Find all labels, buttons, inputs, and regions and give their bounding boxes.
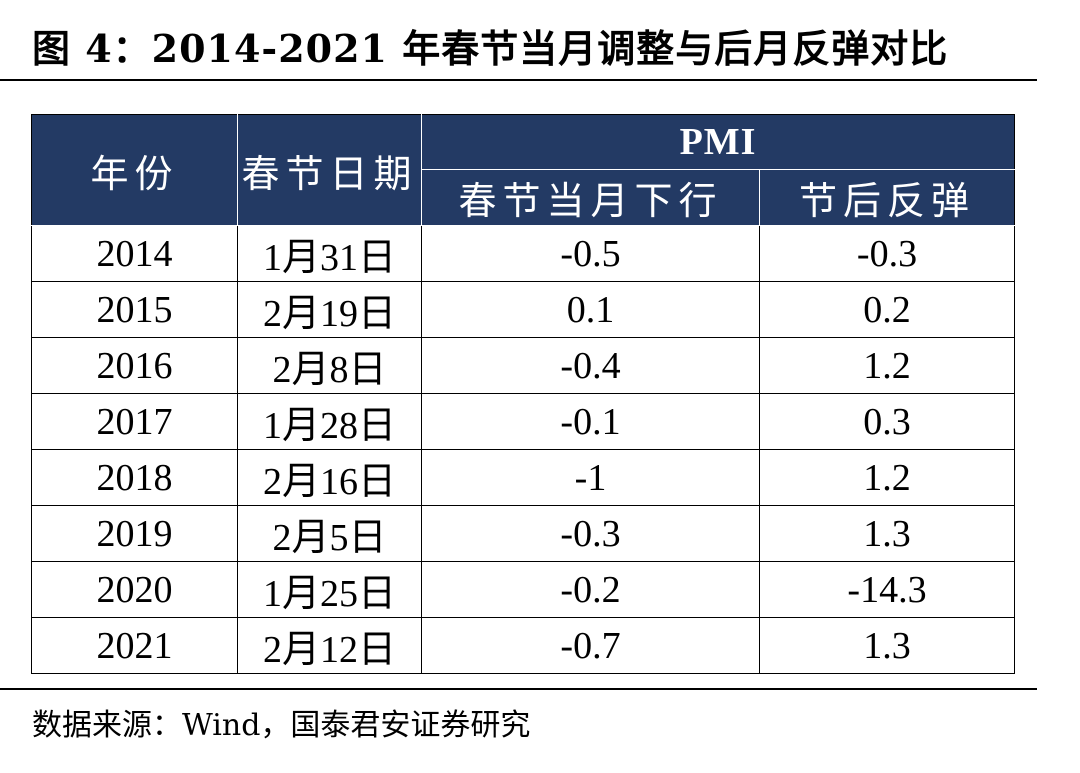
table-body: 2014 1月31日 -0.5 -0.3 2015 2月19日 0.1 0.2 2016 2月8日…	[31, 225, 1015, 674]
cell-decline: -0.7	[421, 617, 760, 674]
table-row: 2020 1月25日 -0.2 -14.3	[31, 561, 1015, 618]
cell-decline: -1	[421, 449, 760, 506]
source-note: 数据来源：Wind，国泰君安证券研究	[32, 708, 531, 743]
figure-title: 图 4：2014-2021 年春节当月调整与后月反弹对比	[32, 26, 949, 71]
cell-decline: -0.3	[421, 505, 760, 562]
cell-rebound: -14.3	[759, 561, 1015, 618]
cell-date: 1月31日	[237, 225, 422, 282]
table-row: 2015 2月19日 0.1 0.2	[31, 281, 1015, 338]
cell-year: 2021	[31, 617, 238, 674]
cell-year: 2014	[31, 225, 238, 282]
header-rebound: 节后反弹	[759, 169, 1015, 226]
table-row: 2021 2月12日 -0.7 1.3	[31, 617, 1015, 674]
cell-year: 2019	[31, 505, 238, 562]
cell-date: 2月5日	[237, 505, 422, 562]
cell-rebound: 0.2	[759, 281, 1015, 338]
cell-date: 2月8日	[237, 337, 422, 394]
cell-date: 2月16日	[237, 449, 422, 506]
cell-rebound: -0.3	[759, 225, 1015, 282]
pmi-table: 年份 春节日期 PMI 春节当月下行 节后反弹 2014 1月31日 -0.5 -0.…	[31, 114, 1015, 674]
header-pmi: PMI	[421, 114, 1015, 170]
table-row: 2016 2月8日 -0.4 1.2	[31, 337, 1015, 394]
cell-decline: 0.1	[421, 281, 760, 338]
cell-decline: -0.1	[421, 393, 760, 450]
top-rule	[0, 79, 1037, 81]
cell-rebound: 1.2	[759, 337, 1015, 394]
table-row: 2017 1月28日 -0.1 0.3	[31, 393, 1015, 450]
table-row: 2018 2月16日 -1 1.2	[31, 449, 1015, 506]
cell-date: 2月19日	[237, 281, 422, 338]
table-row: 2014 1月31日 -0.5 -0.3	[31, 225, 1015, 282]
header-date: 春节日期	[237, 114, 422, 226]
bottom-rule	[0, 688, 1037, 690]
cell-year: 2020	[31, 561, 238, 618]
cell-rebound: 1.2	[759, 449, 1015, 506]
cell-year: 2016	[31, 337, 238, 394]
cell-date: 1月25日	[237, 561, 422, 618]
cell-date: 1月28日	[237, 393, 422, 450]
header-year: 年份	[31, 114, 238, 226]
cell-decline: -0.2	[421, 561, 760, 618]
cell-date: 2月12日	[237, 617, 422, 674]
header-decline: 春节当月下行	[421, 169, 760, 226]
cell-decline: -0.5	[421, 225, 760, 282]
table-row: 2019 2月5日 -0.3 1.3	[31, 505, 1015, 562]
cell-year: 2018	[31, 449, 238, 506]
cell-rebound: 1.3	[759, 505, 1015, 562]
cell-decline: -0.4	[421, 337, 760, 394]
cell-rebound: 1.3	[759, 617, 1015, 674]
cell-year: 2015	[31, 281, 238, 338]
cell-rebound: 0.3	[759, 393, 1015, 450]
cell-year: 2017	[31, 393, 238, 450]
